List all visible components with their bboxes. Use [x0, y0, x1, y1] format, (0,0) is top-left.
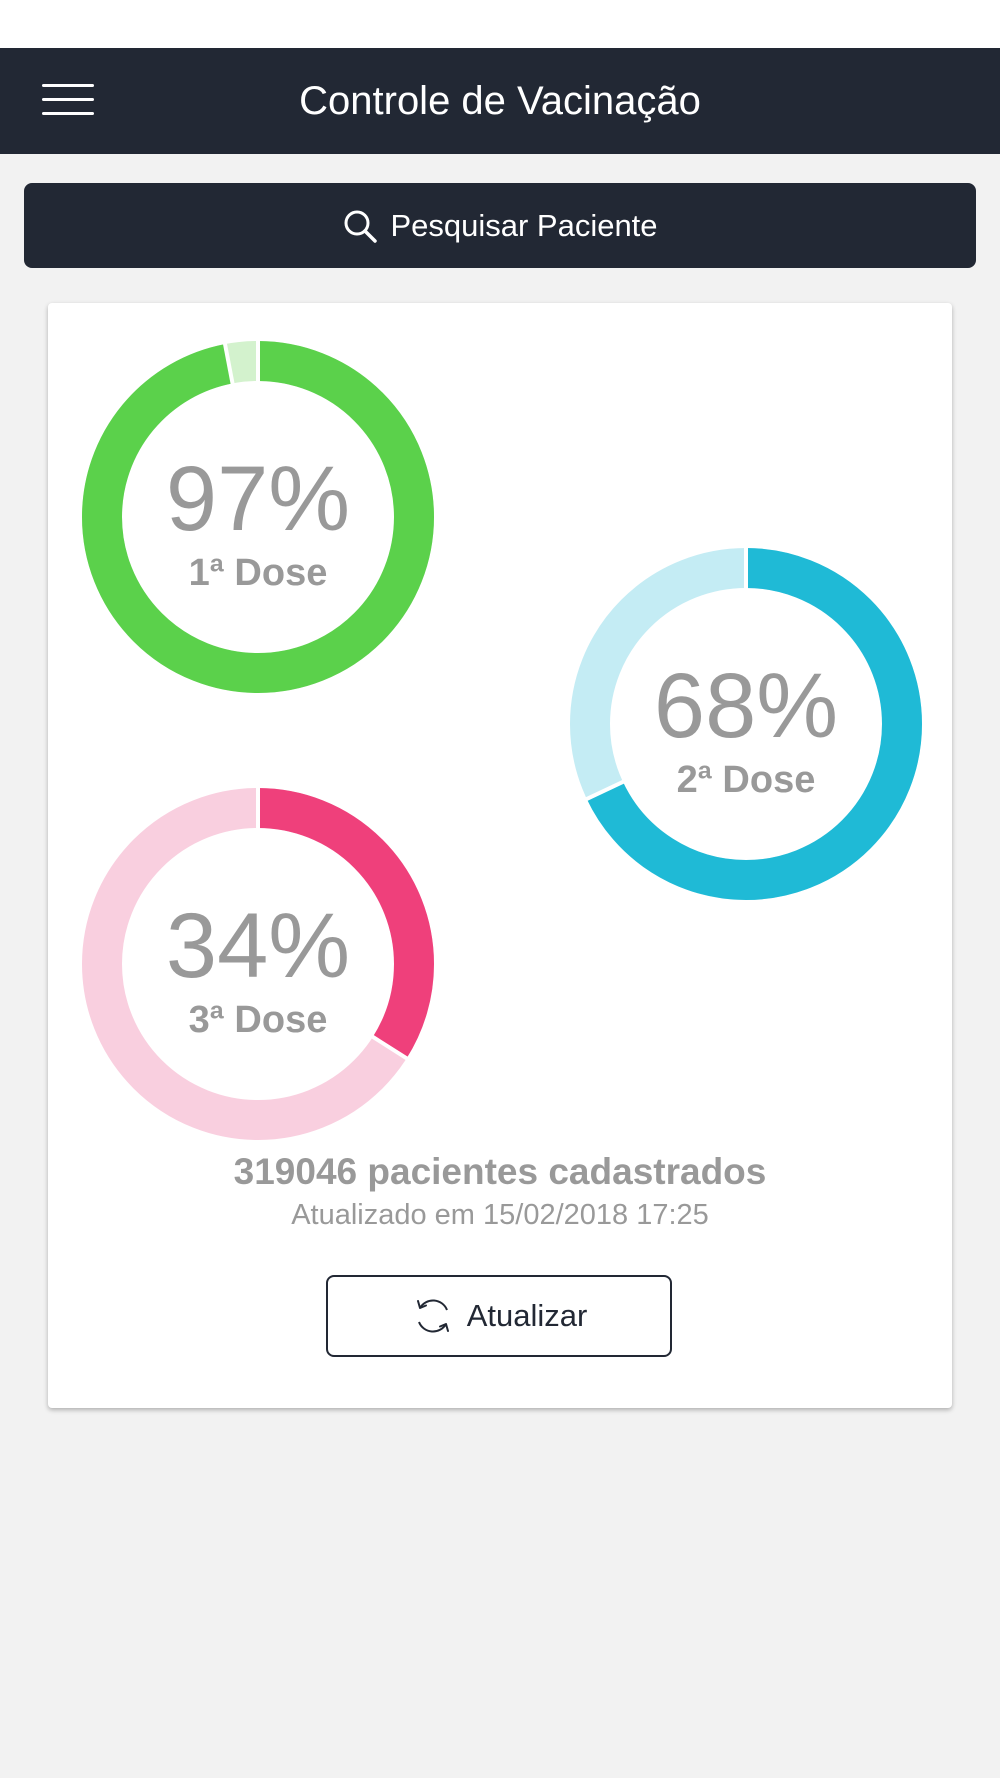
dose-1-donut: 97% 1ª Dose — [82, 341, 434, 693]
dose-2-label: 2ª Dose — [676, 759, 816, 801]
refresh-icon — [416, 1299, 449, 1333]
dose-2-end-gap — [582, 778, 628, 803]
dose-3-label: 3ª Dose — [188, 999, 328, 1041]
dose-1-end-gap — [222, 341, 236, 388]
page-title: Controle de Vacinação — [299, 79, 701, 123]
last-updated: Atualizado em 15/02/2018 17:25 — [291, 1199, 709, 1231]
hamburger-menu-icon[interactable] — [42, 81, 94, 121]
dose-1-percent: 97% — [165, 448, 351, 550]
search-patient-button[interactable]: Pesquisar Paciente — [24, 183, 976, 268]
patients-count: 319046 pacientes cadastrados — [233, 1151, 767, 1192]
menu-line — [42, 84, 94, 87]
refresh-button-label: Atualizar — [466, 1298, 588, 1333]
dose-1-ring — [82, 341, 434, 693]
dose-3-ring — [82, 788, 434, 1140]
dose-3-percent: 34% — [165, 895, 351, 997]
dose-2-percent: 68% — [653, 655, 839, 757]
dose-3-end-gap — [368, 1033, 412, 1063]
menu-line — [42, 98, 94, 101]
refresh-button[interactable]: Atualizar — [326, 1275, 672, 1357]
search-button-label: Pesquisar Paciente — [390, 207, 658, 243]
status-bar — [0, 0, 1000, 48]
menu-line — [42, 112, 94, 115]
dose-2-donut: 68% 2ª Dose — [570, 548, 922, 900]
dose-2-ring — [570, 548, 922, 900]
app-header: Controle de Vacinação — [0, 48, 1000, 154]
dose-3-donut: 34% 3ª Dose — [82, 788, 434, 1140]
dose-1-label: 1ª Dose — [188, 552, 328, 594]
vaccination-summary-card: 97% 1ª Dose 68% 2ª Dose 34% 3ª Dose 3190… — [48, 303, 952, 1408]
search-icon — [344, 210, 378, 243]
